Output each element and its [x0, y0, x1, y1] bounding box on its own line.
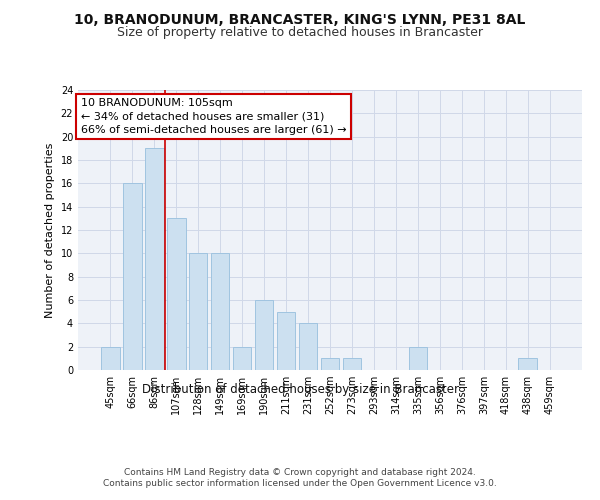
- Bar: [255, 300, 274, 370]
- Text: 10, BRANODUNUM, BRANCASTER, KING'S LYNN, PE31 8AL: 10, BRANODUNUM, BRANCASTER, KING'S LYNN,…: [74, 12, 526, 26]
- Bar: [167, 218, 185, 370]
- Bar: [123, 184, 142, 370]
- Bar: [211, 254, 229, 370]
- Bar: [409, 346, 427, 370]
- Bar: [189, 254, 208, 370]
- Bar: [277, 312, 295, 370]
- Bar: [320, 358, 340, 370]
- Text: Distribution of detached houses by size in Brancaster: Distribution of detached houses by size …: [142, 382, 458, 396]
- Text: 10 BRANODUNUM: 105sqm
← 34% of detached houses are smaller (31)
66% of semi-deta: 10 BRANODUNUM: 105sqm ← 34% of detached …: [80, 98, 346, 135]
- Text: Size of property relative to detached houses in Brancaster: Size of property relative to detached ho…: [117, 26, 483, 39]
- Bar: [299, 324, 317, 370]
- Bar: [343, 358, 361, 370]
- Bar: [145, 148, 164, 370]
- Bar: [101, 346, 119, 370]
- Text: Contains HM Land Registry data © Crown copyright and database right 2024.
Contai: Contains HM Land Registry data © Crown c…: [103, 468, 497, 487]
- Bar: [518, 358, 537, 370]
- Bar: [233, 346, 251, 370]
- Y-axis label: Number of detached properties: Number of detached properties: [45, 142, 55, 318]
